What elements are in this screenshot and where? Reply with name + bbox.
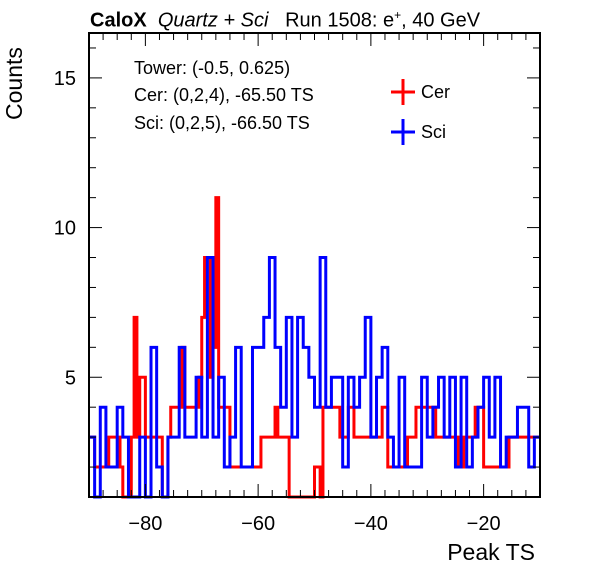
legend-marker-cer xyxy=(391,79,415,105)
legend-label-sci: Sci xyxy=(421,122,447,142)
cer-info: Cer: (0,2,4), -65.50 TS xyxy=(134,85,314,105)
legend xyxy=(391,79,415,145)
axis-ticks xyxy=(88,33,541,498)
legend-marker-sci xyxy=(391,119,415,145)
x-tick-label: −40 xyxy=(354,513,388,535)
chart-header: CaloX Quartz + Sci Run 1508: e+, 40 GeV xyxy=(90,9,480,31)
run-prefix: Run 1508: e xyxy=(285,9,395,32)
y-tick-label: 5 xyxy=(65,367,76,389)
run-sup: + xyxy=(394,8,402,22)
x-tick-label: −20 xyxy=(467,513,501,535)
legend-label-cer: Cer xyxy=(421,82,451,102)
sci-info: Sci: (0,2,5), -66.50 TS xyxy=(134,113,310,133)
tick-labels: −80 −60 −40 −20 5 10 15 xyxy=(54,68,501,535)
y-axis-label: Counts xyxy=(1,47,27,120)
y-tick-label: 15 xyxy=(54,68,76,90)
y-tick-label: 10 xyxy=(54,218,76,240)
x-tick-label: −80 xyxy=(128,513,162,535)
histogram-layer xyxy=(89,196,540,499)
x-axis-label: Peak TS xyxy=(447,539,535,565)
run-suffix: , 40 GeV xyxy=(401,9,481,32)
x-tick-label: −60 xyxy=(241,513,275,535)
series-line-sci xyxy=(89,256,540,499)
tower-info: Tower: (-0.5, 0.625) xyxy=(134,58,291,78)
brand-label: CaloX xyxy=(90,9,147,32)
detector-label: Quartz + Sci xyxy=(157,9,269,32)
